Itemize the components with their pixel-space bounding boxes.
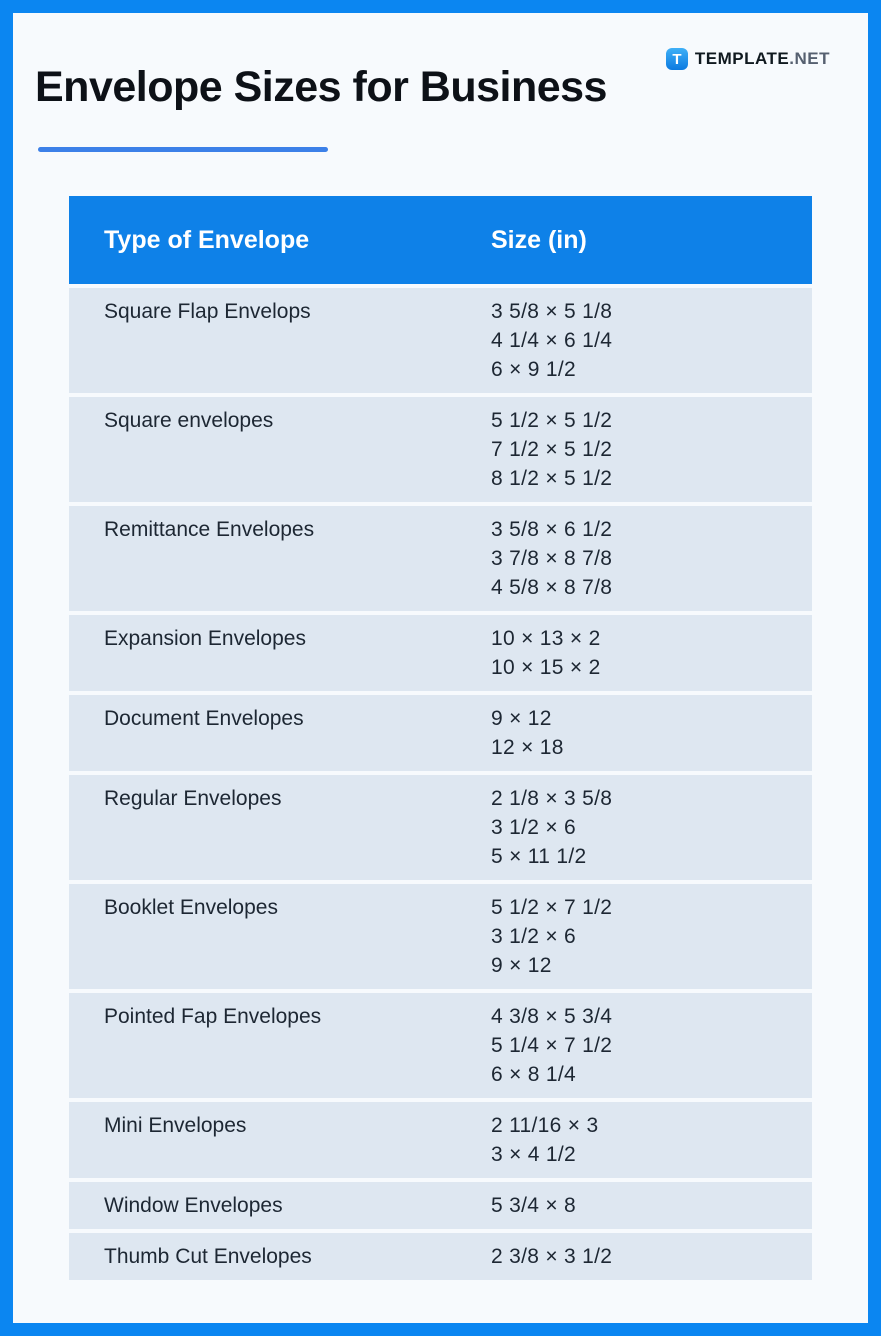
- table-row: Remittance Envelopes 3 5/8 × 6 1/2 3 7/8 ×…: [69, 506, 812, 611]
- size-line: 6 × 9 1/2: [491, 358, 577, 381]
- size-line: 3 1/2 × 6: [491, 816, 577, 839]
- envelope-type-label: Expansion Envelopes: [104, 627, 306, 650]
- size-line: 3 × 4 1/2: [491, 1143, 577, 1166]
- table-row: Thumb Cut Envelopes 2 3/8 × 3 1/2: [69, 1233, 812, 1280]
- brand-name-light: .NET: [789, 49, 830, 68]
- brand-name: TEMPLATE.NET: [695, 49, 830, 69]
- envelope-sizes: 2 3/8 × 3 1/2: [491, 1242, 812, 1271]
- envelope-sizes: 9 × 12 12 × 18: [491, 704, 812, 762]
- table-row: Document Envelopes 9 × 12 12 × 18: [69, 695, 812, 771]
- size-line: 5 1/2 × 7 1/2: [491, 896, 613, 919]
- table-row: Regular Envelopes 2 1/8 × 3 5/8 3 1/2 × 6 5…: [69, 775, 812, 880]
- size-line: 3 5/8 × 6 1/2: [491, 518, 613, 541]
- envelope-type-label: Square envelopes: [104, 409, 274, 432]
- size-line: 4 5/8 × 8 7/8: [491, 576, 613, 599]
- page-title: Envelope Sizes for Business: [35, 63, 607, 111]
- envelope-type-label: Document Envelopes: [104, 707, 304, 730]
- table-row: Square envelopes 5 1/2 × 5 1/2 7 1/2 × 5 1…: [69, 397, 812, 502]
- size-line: 9 × 12: [491, 954, 552, 977]
- table-row: Pointed Fap Envelopes 4 3/8 × 5 3/4 5 1/4 …: [69, 993, 812, 1098]
- size-line: 12 × 18: [491, 736, 564, 759]
- size-line: 2 1/8 × 3 5/8: [491, 787, 613, 810]
- envelope-type-label: Booklet Envelopes: [104, 896, 278, 919]
- template-t-badge-icon: T: [665, 48, 688, 70]
- size-line: 10 × 15 × 2: [491, 656, 601, 679]
- table-row: Mini Envelopes 2 11/16 × 3 3 × 4 1/2: [69, 1102, 812, 1178]
- size-line: 10 × 13 × 2: [491, 627, 601, 650]
- size-line: 2 11/16 × 3: [491, 1114, 599, 1137]
- size-line: 3 1/2 × 6: [491, 925, 577, 948]
- envelope-type-label: Window Envelopes: [104, 1194, 283, 1217]
- envelope-size-table: Type of Envelope Size (in) Square Flap E…: [69, 196, 812, 1280]
- table-row: Expansion Envelopes 10 × 13 × 2 10 × 15 × …: [69, 615, 812, 691]
- size-line: 5 1/4 × 7 1/2: [491, 1034, 613, 1057]
- envelope-sizes: 5 1/2 × 7 1/2 3 1/2 × 6 9 × 12: [491, 893, 812, 980]
- envelope-type-label: Remittance Envelopes: [104, 518, 315, 541]
- envelope-sizes: 5 3/4 × 8: [491, 1191, 812, 1220]
- header-type-of-envelope: Type of Envelope: [104, 225, 310, 254]
- envelope-type-label: Thumb Cut Envelopes: [104, 1245, 312, 1268]
- size-line: 7 1/2 × 5 1/2: [491, 438, 613, 461]
- envelope-sizes: 10 × 13 × 2 10 × 15 × 2: [491, 624, 812, 682]
- table-header-row: Type of Envelope Size (in): [69, 196, 812, 284]
- size-line: 5 × 11 1/2: [491, 845, 587, 868]
- header-size-in: Size (in): [491, 225, 587, 254]
- envelope-sizes: 3 5/8 × 6 1/2 3 7/8 × 8 7/8 4 5/8 × 8 7/8: [491, 515, 812, 602]
- table-row: Booklet Envelopes 5 1/2 × 7 1/2 3 1/2 × 6 9…: [69, 884, 812, 989]
- envelope-sizes: 2 11/16 × 3 3 × 4 1/2: [491, 1111, 812, 1169]
- envelope-type-label: Regular Envelopes: [104, 787, 282, 810]
- envelope-type-label: Mini Envelopes: [104, 1114, 247, 1137]
- envelope-type-label: Square Flap Envelops: [104, 300, 311, 323]
- envelope-sizes: 4 3/8 × 5 3/4 5 1/4 × 7 1/2 6 × 8 1/4: [491, 1002, 812, 1089]
- size-line: 5 1/2 × 5 1/2: [491, 409, 613, 432]
- size-line: 4 1/4 × 6 1/4: [491, 329, 613, 352]
- brand-name-bold: TEMPLATE: [694, 49, 790, 68]
- envelope-sizes: 2 1/8 × 3 5/8 3 1/2 × 6 5 × 11 1/2: [491, 784, 812, 871]
- envelope-sizes: 5 1/2 × 5 1/2 7 1/2 × 5 1/2 8 1/2 × 5 1/2: [491, 406, 812, 493]
- table-body: Square Flap Envelops 3 5/8 × 5 1/8 4 1/4 ×…: [69, 288, 812, 1280]
- envelope-type-label: Pointed Fap Envelopes: [104, 1005, 322, 1028]
- table-row: Window Envelopes 5 3/4 × 8: [69, 1182, 812, 1229]
- size-line: 5 3/4 × 8: [491, 1194, 577, 1217]
- size-line: 3 5/8 × 5 1/8: [491, 300, 613, 323]
- size-line: 6 × 8 1/4: [491, 1063, 577, 1086]
- title-accent-underline: [38, 147, 328, 152]
- envelope-sizes: 3 5/8 × 5 1/8 4 1/4 × 6 1/4 6 × 9 1/2: [491, 297, 812, 384]
- size-line: 3 7/8 × 8 7/8: [491, 547, 613, 570]
- size-line: 8 1/2 × 5 1/2: [491, 467, 613, 490]
- template-net-logo: T TEMPLATE.NET: [665, 48, 830, 70]
- size-line: 2 3/8 × 3 1/2: [491, 1245, 613, 1268]
- size-line: 4 3/8 × 5 3/4: [491, 1005, 613, 1028]
- size-line: 9 × 12: [491, 707, 552, 730]
- table-row: Square Flap Envelops 3 5/8 × 5 1/8 4 1/4 ×…: [69, 288, 812, 393]
